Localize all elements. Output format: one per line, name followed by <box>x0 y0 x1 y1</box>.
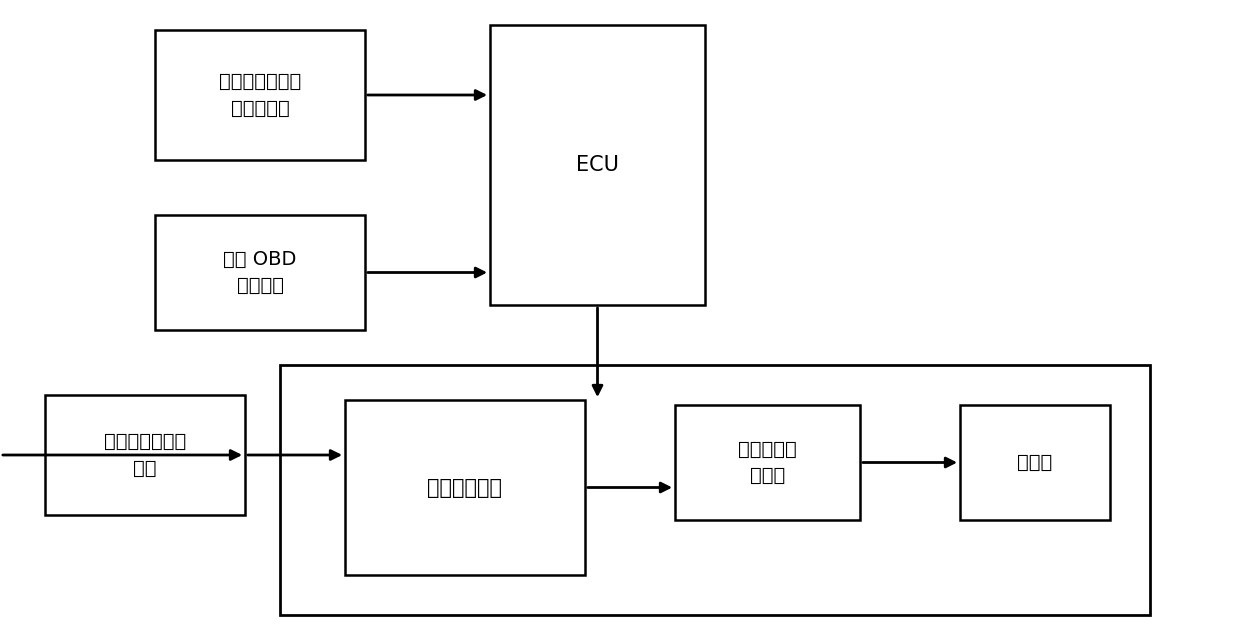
Bar <box>960 405 1110 520</box>
Bar <box>345 400 585 575</box>
Text: 汽车 OBD
数据采集: 汽车 OBD 数据采集 <box>223 250 296 295</box>
Text: 主处理器单元: 主处理器单元 <box>428 477 502 498</box>
Text: 脉宽电压输
出回路: 脉宽电压输 出回路 <box>738 440 797 485</box>
Bar <box>675 405 861 520</box>
Text: ECU: ECU <box>577 155 619 175</box>
Text: 甲醇和汽油切换
开关: 甲醇和汽油切换 开关 <box>104 432 186 478</box>
Bar <box>155 215 365 330</box>
Bar <box>45 395 246 515</box>
Bar <box>155 30 365 160</box>
Bar <box>280 365 1149 615</box>
Text: 喷油嘴: 喷油嘴 <box>1017 453 1053 472</box>
Bar <box>490 25 706 305</box>
Text: 汽车喷油脉宽信
息采集单元: 汽车喷油脉宽信 息采集单元 <box>219 72 301 118</box>
